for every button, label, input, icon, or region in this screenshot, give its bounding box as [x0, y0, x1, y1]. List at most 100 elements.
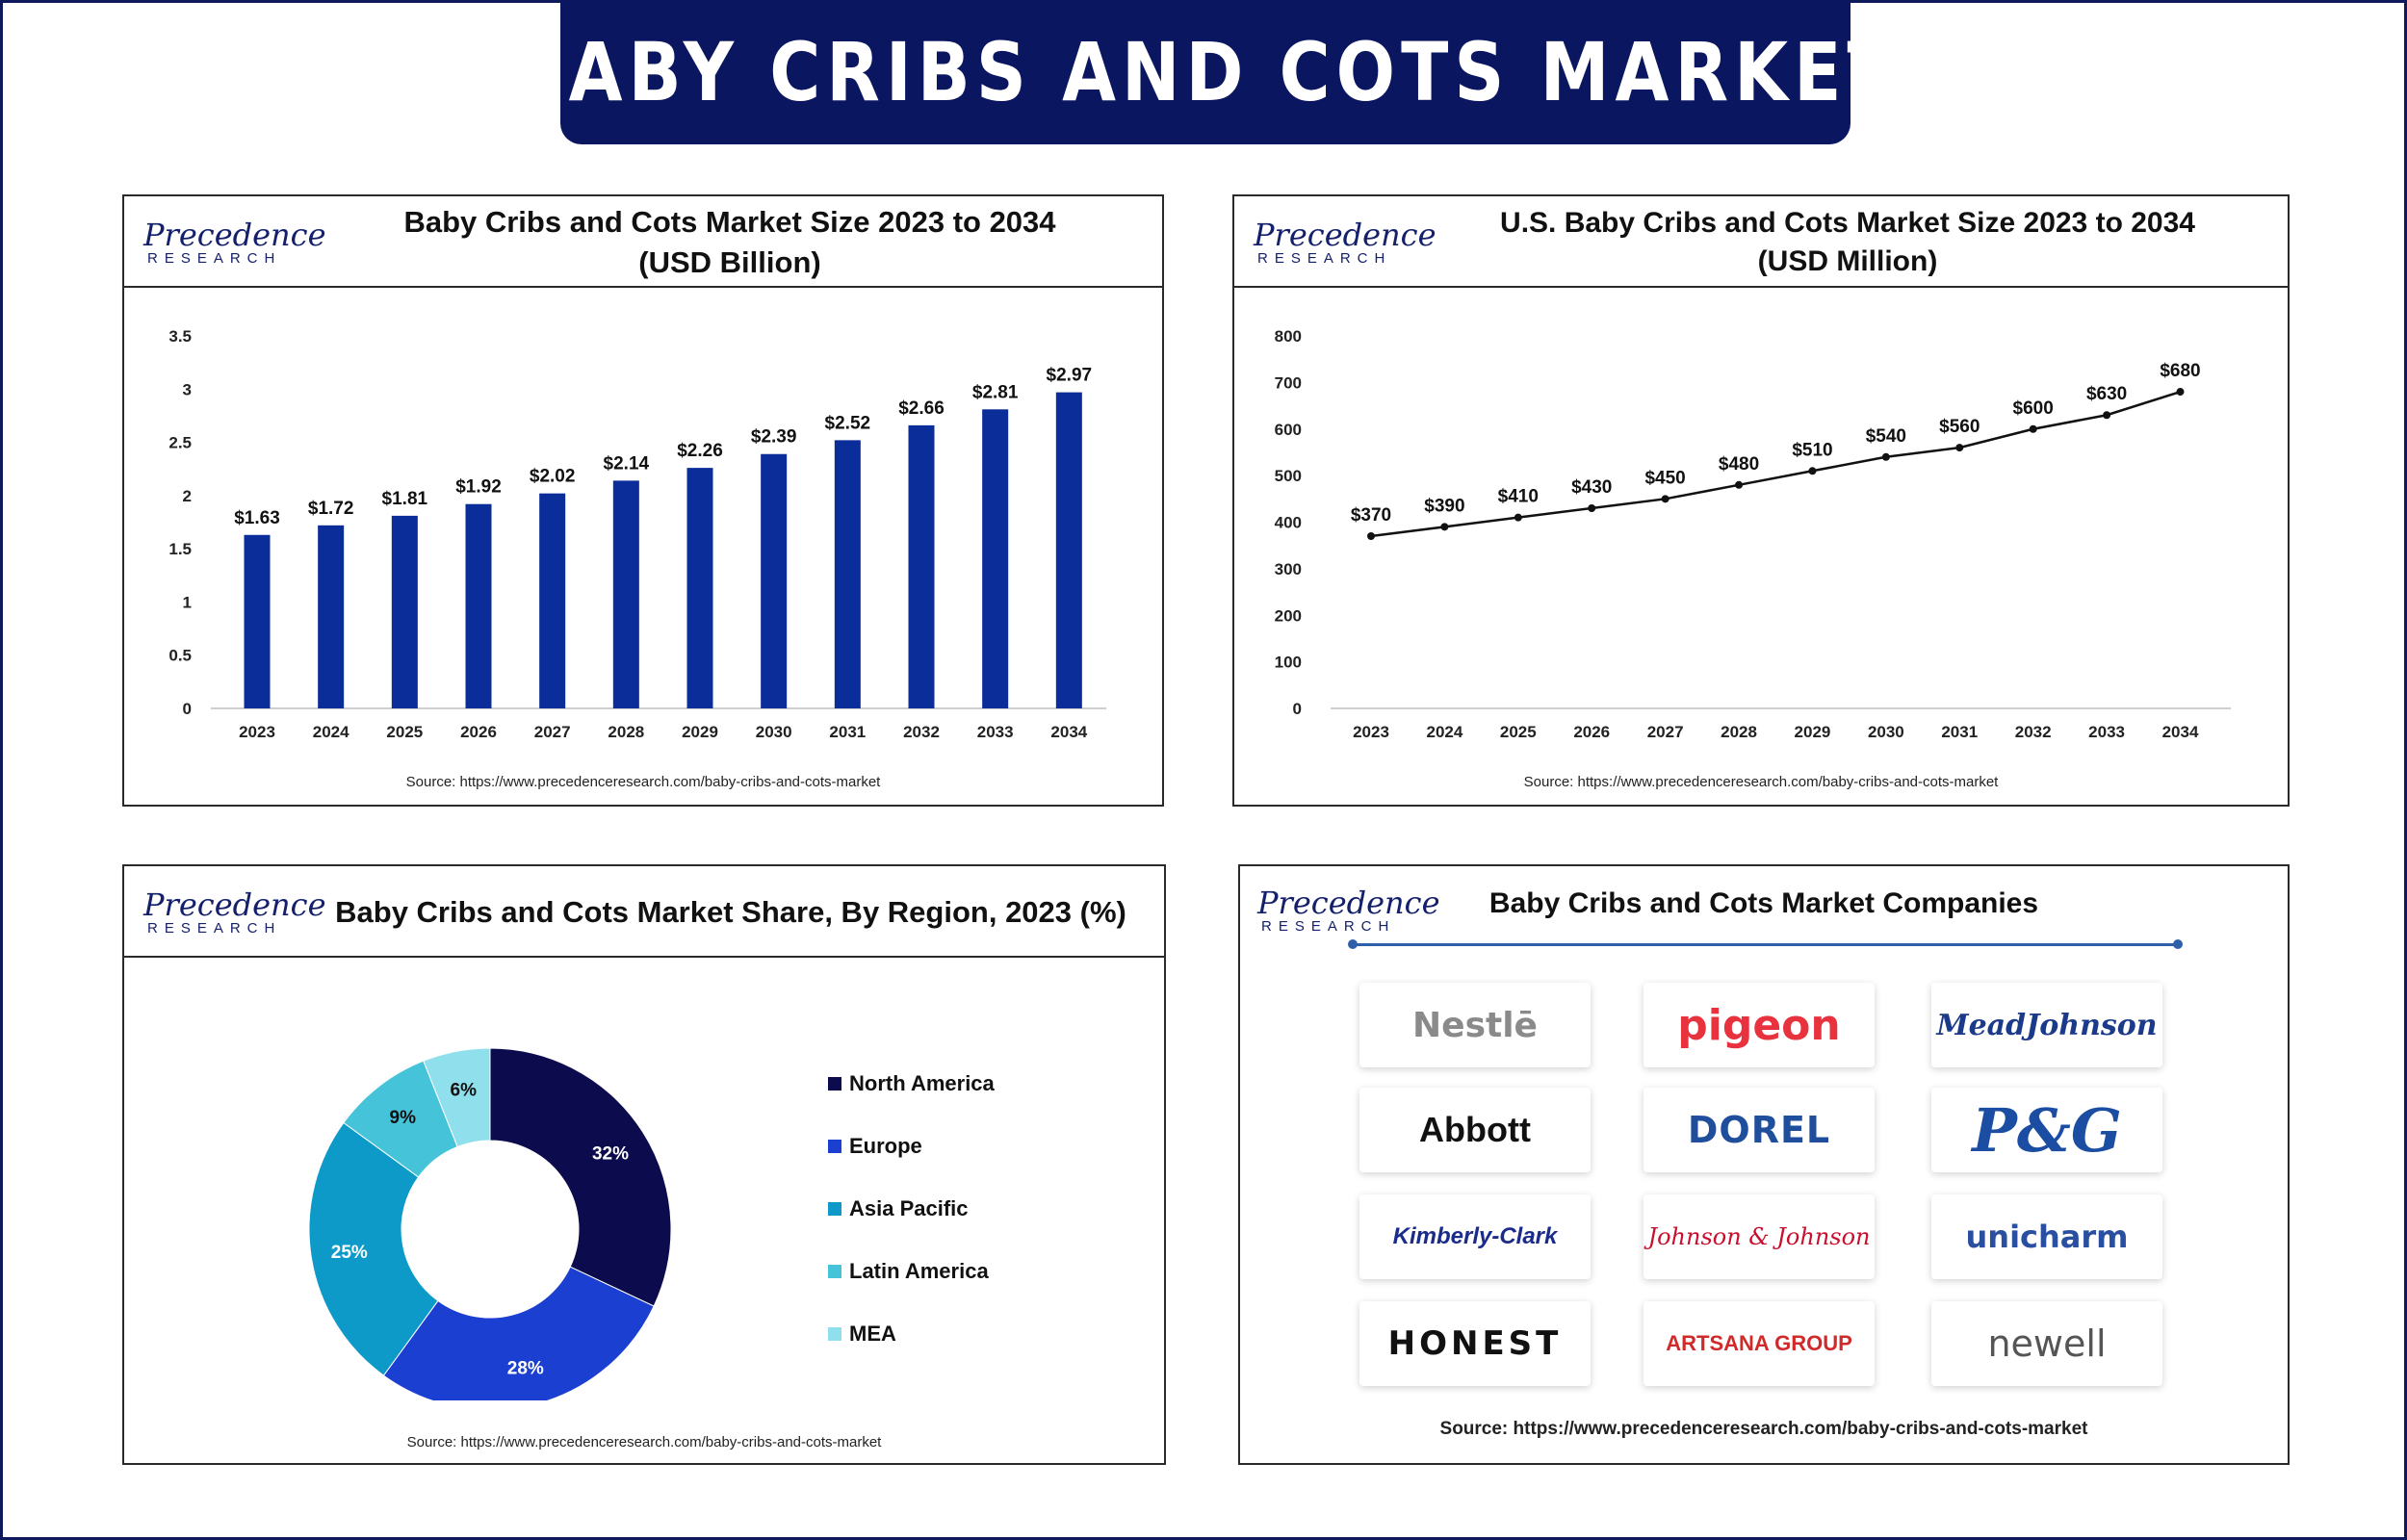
data-point [1440, 523, 1449, 531]
data-point [1661, 495, 1669, 503]
line-chart-subtitle: (USD Million) [1757, 244, 1938, 277]
x-tick-label: 2034 [1050, 723, 1087, 741]
bar [318, 525, 345, 708]
x-tick-label: 2030 [756, 723, 792, 741]
x-tick-label: 2033 [2088, 723, 2125, 741]
data-point [1955, 444, 1964, 452]
data-point [2176, 388, 2185, 397]
company-name: Kimberly-Clark [1392, 1223, 1558, 1249]
bar-data-label: $2.39 [751, 427, 797, 448]
point-data-label: $510 [1792, 440, 1832, 460]
slice-data-label: 28% [507, 1358, 544, 1378]
bar [686, 468, 713, 708]
x-tick-label: 2029 [1795, 723, 1831, 741]
line-chart-title: U.S. Baby Cribs and Cots Market Size 202… [1500, 206, 2195, 239]
bar [539, 493, 566, 708]
bar-data-label: $2.02 [530, 467, 576, 487]
point-data-label: $430 [1571, 477, 1612, 498]
donut-slice [489, 1047, 672, 1307]
legend-label: MEA [849, 1321, 896, 1346]
x-tick-label: 2025 [1500, 723, 1537, 741]
precedence-logo: Precedence RESEARCH [1257, 887, 1440, 936]
logo-subtext: RESEARCH [1257, 250, 1392, 267]
logo-subtext: RESEARCH [1261, 918, 1396, 935]
x-tick-label: 2033 [977, 723, 1014, 741]
donut-chart-title-block: Baby Cribs and Cots Market Share, By Reg… [317, 866, 1145, 958]
bar [465, 503, 492, 708]
point-data-label: $480 [1719, 454, 1759, 475]
company-name: newell [1987, 1322, 2107, 1365]
series-line [1370, 390, 2181, 538]
company-logo-tile: Johnson & Johnson [1643, 1194, 1875, 1279]
bar-data-label: $1.63 [234, 508, 280, 528]
x-tick-label: 2026 [460, 723, 497, 741]
company-logo-tile: unicharm [1931, 1194, 2162, 1279]
x-tick-label: 2027 [1647, 723, 1684, 741]
x-tick-label: 2023 [1353, 723, 1389, 741]
bar-chart-title-block: Baby Cribs and Cots Market Size 2023 to … [317, 196, 1143, 288]
y-tick-label: 200 [1275, 606, 1302, 625]
company-name: unicharm [1965, 1219, 2129, 1255]
company-name: DOREL [1687, 1109, 1831, 1151]
bar-chart-subtitle: (USD Billion) [638, 244, 821, 279]
legend-item: Asia Pacific [828, 1177, 995, 1240]
donut-chart-source: Source: https://www.precedenceresearch.c… [406, 1434, 882, 1450]
line-chart-title-block: U.S. Baby Cribs and Cots Market Size 202… [1427, 196, 2268, 288]
company-name: Nestlē [1412, 1005, 1538, 1045]
x-tick-label: 2026 [1573, 723, 1610, 741]
data-point [2103, 411, 2111, 420]
y-tick-label: 300 [1275, 560, 1302, 578]
bar-data-label: $2.52 [825, 413, 871, 433]
legend-swatch [828, 1264, 841, 1278]
company-name: MeadJohnson [1936, 1008, 2158, 1042]
x-tick-label: 2030 [1868, 723, 1904, 741]
slice-data-label: 6% [451, 1081, 478, 1101]
x-tick-label: 2024 [1426, 723, 1462, 741]
y-tick-label: 0 [183, 700, 192, 718]
x-tick-label: 2028 [1721, 723, 1757, 741]
line-chart-source: Source: https://www.precedenceresearch.c… [1523, 774, 1999, 790]
point-data-label: $450 [1644, 468, 1685, 488]
legend-swatch [828, 1201, 841, 1216]
legend-item: MEA [828, 1302, 995, 1365]
bar-data-label: $2.26 [677, 441, 723, 461]
x-tick-label: 2028 [608, 723, 644, 741]
bar [761, 453, 788, 708]
line-chart-panel: Precedence RESEARCH U.S. Baby Cribs and … [1232, 194, 2290, 807]
precedence-logo: Precedence RESEARCH [143, 219, 326, 268]
y-tick-label: 800 [1275, 327, 1302, 346]
y-tick-label: 0.5 [168, 647, 192, 665]
point-data-label: $390 [1424, 496, 1464, 516]
company-name: HONEST [1387, 1324, 1563, 1363]
donut-chart: 32% 28% 25% 9% 6% [308, 1047, 672, 1400]
company-logo-tile: Abbott [1359, 1088, 1591, 1172]
bar-data-label: $1.72 [308, 499, 354, 519]
company-logo-tile: ARTSANA GROUP [1643, 1301, 1875, 1386]
legend-item: Latin America [828, 1240, 995, 1302]
legend-swatch [828, 1326, 841, 1341]
y-tick-label: 3 [183, 380, 192, 398]
point-data-label: $410 [1498, 487, 1539, 507]
x-tick-label: 2024 [313, 723, 349, 741]
y-tick-label: 700 [1275, 373, 1302, 392]
line-chart-header: Precedence RESEARCH U.S. Baby Cribs and … [1234, 196, 2288, 288]
x-tick-label: 2031 [1941, 723, 1978, 741]
bar [244, 534, 271, 708]
title-banner: BABY CRIBS AND COTS MARKET [510, 0, 1895, 144]
y-tick-label: 100 [1275, 654, 1302, 672]
company-logo-tile: newell [1931, 1301, 2162, 1386]
y-tick-label: 500 [1275, 467, 1302, 485]
legend-item: Europe [828, 1115, 995, 1177]
line-chart: 0 100 200 300 400 500 600 700 800 $370 2023 $390 202… [1275, 327, 2231, 741]
company-logo-tile: P&G [1931, 1088, 2162, 1172]
y-tick-label: 1.5 [168, 540, 192, 558]
data-point [1588, 503, 1596, 512]
company-name: pigeon [1677, 1000, 1841, 1050]
y-tick-label: 1 [183, 593, 192, 611]
point-data-label: $370 [1351, 505, 1391, 526]
bar [908, 424, 935, 708]
y-tick-label: 3.5 [168, 327, 192, 346]
companies-source: Source: https://www.precedenceresearch.c… [1439, 1419, 2088, 1439]
legend-item: North America [828, 1052, 995, 1115]
legend-label: North America [849, 1070, 995, 1095]
